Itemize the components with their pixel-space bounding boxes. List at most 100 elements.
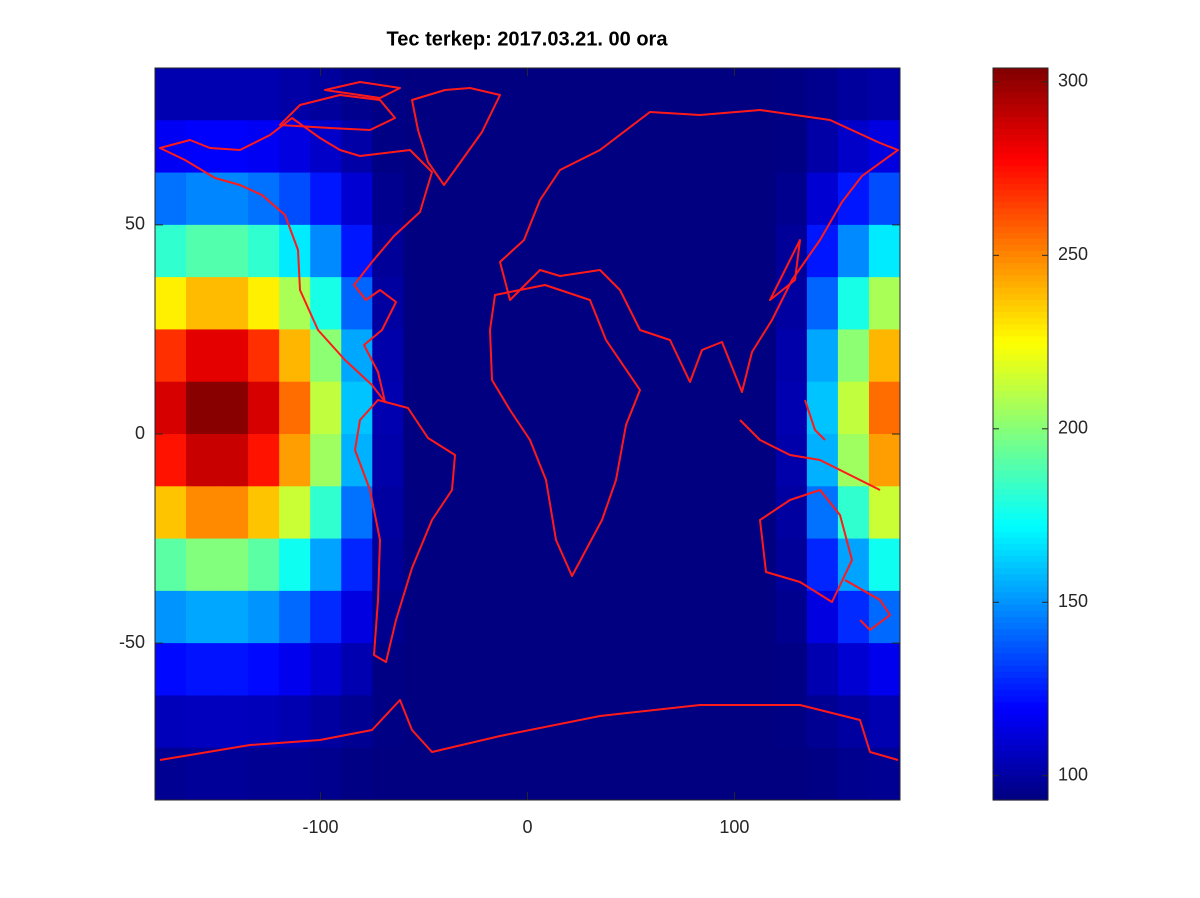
heatmap-cell [589,381,622,435]
heatmap-cell [341,277,373,331]
heatmap-cell [806,486,839,540]
heatmap-cell [589,747,622,800]
colorbar-swatch [993,238,1048,246]
heatmap-cell [620,747,653,800]
colorbar-swatch [993,135,1048,142]
heatmap-cell [217,590,249,644]
heatmap-cell [155,172,187,226]
colorbar-swatch [993,519,1048,527]
heatmap-cell [310,590,342,644]
heatmap-cell [279,120,311,174]
heatmap-cell [186,538,218,592]
heatmap-cell [651,538,684,592]
colorbar-swatch [993,391,1048,398]
colorbar-swatch [993,116,1048,124]
heatmap-cell [496,590,529,644]
colorbar-swatch [993,702,1048,710]
colorbar-swatch [993,549,1048,557]
heatmap-cell [806,747,839,800]
heatmap-cell [868,695,900,749]
colorbar-swatch [993,202,1048,209]
colorbar-swatch [993,537,1048,545]
heatmap-cell [713,695,746,749]
heatmap-cell [155,381,187,435]
heatmap-cell [682,120,715,174]
heatmap-cell [806,329,839,383]
heatmap-cell [527,538,560,592]
coast-africa [489,284,641,577]
colorbar-swatch [993,275,1048,283]
colorbar-swatch [993,507,1048,514]
heatmap-cell [620,486,653,540]
heatmap-cell [589,538,622,592]
colorbar-swatch [993,482,1048,490]
colorbar-swatch [993,293,1048,301]
heatmap-cell [434,643,467,697]
colorbar-swatch [993,678,1048,685]
heatmap-cell [589,68,622,121]
heatmap-cell [403,277,435,331]
heatmap-cell [713,590,746,644]
colorbar-swatch [993,299,1048,307]
heatmap-cell [341,747,373,800]
heatmap-cell [186,120,218,174]
heatmap-cell [558,277,591,331]
x-tick-label: 100 [719,817,749,837]
heatmap-cell [434,172,467,226]
heatmap-cell [217,381,249,435]
colorbar-swatch [993,171,1048,179]
colorbar-swatch [993,110,1048,118]
colorbar-swatch [993,629,1048,636]
heatmap-cell [682,643,715,697]
heatmap-cell [589,695,622,749]
heatmap-cell [775,747,808,800]
colorbar-swatch [993,793,1048,801]
heatmap-cell [310,329,342,383]
colorbar-swatch [993,562,1048,569]
heatmap-cell [837,538,870,592]
colorbar-swatch [993,98,1048,106]
x-tick-label: 0 [522,817,532,837]
heatmap-cell [186,643,218,697]
colorbar-swatch [993,610,1048,618]
heatmap-cell [434,486,467,540]
heatmap-cell [155,434,187,487]
colorbar-swatch [993,513,1048,520]
heatmap-cell [558,120,591,174]
heatmap-cell [465,120,498,174]
colorbar-swatch [993,183,1048,191]
colorbar-swatch [993,775,1048,783]
heatmap-cell [775,643,808,697]
y-tick-label: -50 [119,632,145,652]
heatmap-cell [341,329,373,383]
heatmap-cell [651,277,684,331]
heatmap-cell [279,747,311,800]
heatmap-cell [186,695,218,749]
colorbar-swatch [993,659,1048,667]
colorbar-swatch [993,604,1048,612]
colorbar-swatch [993,543,1048,551]
heatmap-cell [837,381,870,435]
heatmap-cell [837,747,870,800]
heatmap-cell [620,434,653,487]
heatmap-cell [713,538,746,592]
heatmap-cell [434,68,467,121]
heatmap-cell [434,224,467,278]
heatmap-cell [186,434,218,487]
colorbar-swatch [993,190,1048,197]
heatmap-cell [310,643,342,697]
colorbar-swatch [993,690,1048,697]
heatmap-cell [868,590,900,644]
heatmap-cell [775,695,808,749]
heatmap-cell [279,486,311,540]
heatmap-cell [589,590,622,644]
heatmap-cell [465,747,498,800]
coast-eurasia [499,109,899,393]
heatmap-cell [310,434,342,487]
colorbar-swatch [993,556,1048,563]
heatmap-cell [186,590,218,644]
colorbar-tick-label: 250 [1058,244,1088,264]
heatmap-cell [744,172,777,226]
heatmap-cell [558,486,591,540]
heatmap-cell [651,486,684,540]
